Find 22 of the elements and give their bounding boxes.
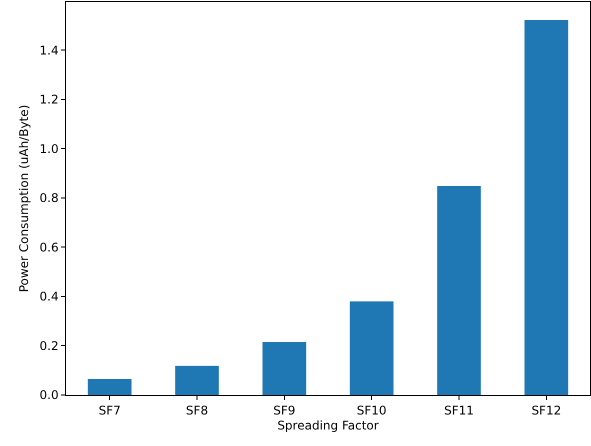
y-tick-label: 0.8 <box>40 191 59 206</box>
y-tick-label: 0.0 <box>40 388 59 402</box>
y-tick-label: 1.4 <box>40 43 59 58</box>
x-tick-label: SF7 <box>98 403 121 418</box>
y-tick-label: 1.2 <box>40 92 59 107</box>
bar <box>437 186 481 395</box>
x-tick-label: SF8 <box>186 403 208 418</box>
bar <box>175 366 219 395</box>
bar <box>350 301 394 395</box>
x-tick-label: SF10 <box>356 403 387 418</box>
x-tick-label: SF9 <box>273 403 296 418</box>
y-tick-label: 0.4 <box>40 290 59 304</box>
y-axis-title: Power Consumption (uAh/Byte) <box>16 104 31 292</box>
y-tick-label: 0.6 <box>40 240 59 254</box>
x-axis-title: Spreading Factor <box>277 418 379 432</box>
y-tick-label: 0.2 <box>40 338 59 353</box>
bar <box>88 378 132 395</box>
y-tick-label: 1.0 <box>40 142 59 156</box>
bar <box>262 342 306 395</box>
x-tick-label: SF11 <box>444 403 474 418</box>
x-tick-label: SF12 <box>531 403 562 418</box>
bar <box>524 20 568 395</box>
